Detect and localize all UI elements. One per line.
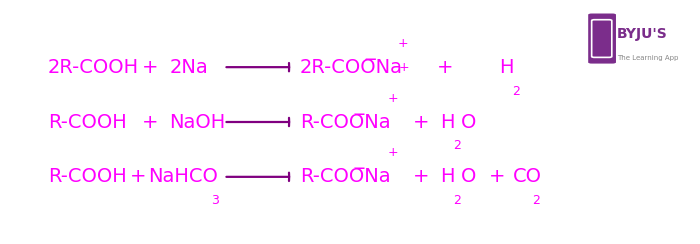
Text: O: O <box>461 112 477 132</box>
Text: 2: 2 <box>453 194 461 207</box>
Text: NaOH: NaOH <box>169 112 225 132</box>
Text: +: + <box>141 112 158 132</box>
Text: O: O <box>461 167 477 186</box>
Text: +: + <box>130 167 146 186</box>
Text: NaHCO: NaHCO <box>148 167 218 186</box>
Text: 2R-COO̅Na: 2R-COO̅Na <box>300 58 403 77</box>
Text: +: + <box>388 146 398 160</box>
Text: +: + <box>398 37 409 50</box>
Text: +: + <box>489 167 505 186</box>
Text: CO: CO <box>513 167 542 186</box>
Text: 2: 2 <box>512 84 519 98</box>
Text: 2: 2 <box>532 194 540 207</box>
Text: +: + <box>437 58 454 77</box>
Text: +: + <box>412 112 429 132</box>
Text: R-COOH: R-COOH <box>48 112 127 132</box>
Text: H: H <box>499 58 514 77</box>
Text: +: + <box>412 167 429 186</box>
Text: BYJU'S: BYJU'S <box>617 27 667 41</box>
Text: R-COOH: R-COOH <box>48 167 127 186</box>
Text: H: H <box>440 167 455 186</box>
Text: +: + <box>398 61 409 74</box>
Text: R-COO̅Na: R-COO̅Na <box>300 112 391 132</box>
Text: 2: 2 <box>453 139 461 152</box>
FancyBboxPatch shape <box>588 13 616 64</box>
Text: The Learning App: The Learning App <box>617 55 678 61</box>
Text: H: H <box>440 112 455 132</box>
Text: +: + <box>388 92 398 105</box>
Text: 2R-COOH: 2R-COOH <box>48 58 139 77</box>
Text: 2Na: 2Na <box>169 58 208 77</box>
Text: 3: 3 <box>211 194 219 207</box>
Text: +: + <box>141 58 158 77</box>
Text: R-COO̅Na: R-COO̅Na <box>300 167 391 186</box>
